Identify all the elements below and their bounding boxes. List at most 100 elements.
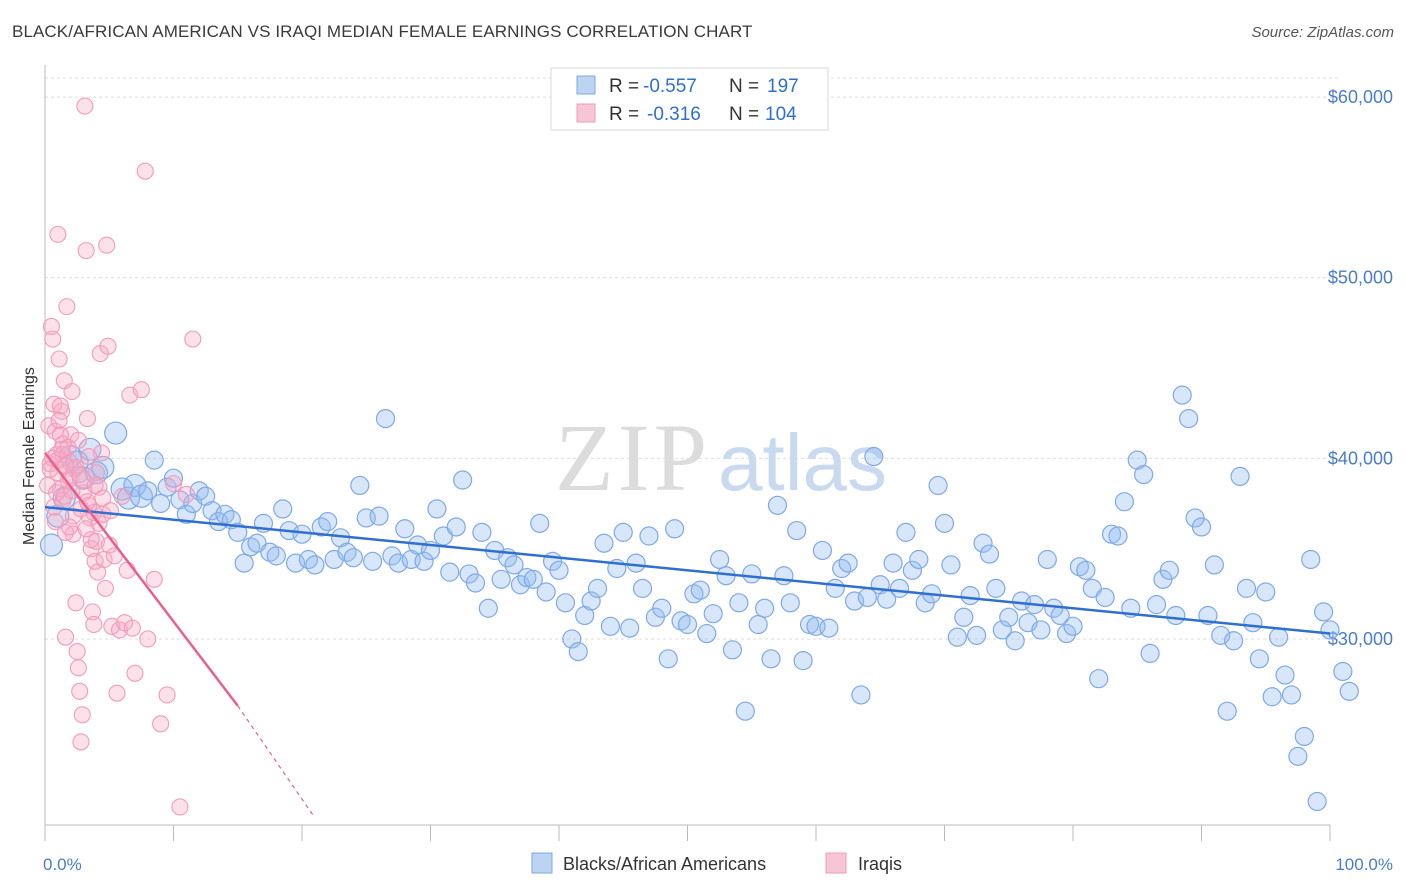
- point-pink-23: [67, 594, 85, 612]
- point-blue-105: [722, 640, 743, 660]
- point-blue-54: [395, 519, 415, 539]
- point-blue-99: [684, 584, 704, 604]
- point-blue-196: [1307, 791, 1327, 812]
- point-blue-130: [883, 553, 903, 573]
- point-pink-25: [69, 659, 87, 677]
- point-pink-24: [68, 643, 86, 661]
- point-blue-157: [1056, 623, 1077, 644]
- point-pink-104: [60, 518, 78, 536]
- point-blue-98: [677, 614, 698, 635]
- point-blue-103: [710, 549, 730, 570]
- point-pink-99: [86, 476, 104, 494]
- point-blue-184: [1230, 466, 1250, 486]
- point-pink-67: [171, 798, 189, 816]
- point-blue-12: [123, 473, 147, 498]
- point-pink-36: [83, 603, 102, 621]
- y-axis-label: Median Female Earnings: [21, 367, 38, 545]
- point-blue-30: [241, 537, 261, 557]
- point-pink-52: [108, 684, 126, 702]
- point-blue-127: [864, 446, 884, 467]
- point-pink-47: [98, 236, 116, 254]
- watermark: ZIP atlas: [555, 404, 887, 511]
- point-blue-65: [465, 573, 486, 593]
- point-pink-63: [145, 570, 163, 588]
- point-pink-32: [78, 410, 96, 428]
- point-pink-0: [39, 476, 57, 494]
- point-blue-140: [947, 627, 967, 647]
- point-pink-97: [71, 466, 89, 484]
- point-pink-43: [92, 444, 111, 462]
- point-blue-193: [1288, 746, 1308, 766]
- point-blue-142: [960, 586, 980, 606]
- point-blue-199: [1333, 661, 1353, 682]
- point-blue-9: [104, 421, 128, 445]
- bottom-legend-swatch-pink: [825, 852, 847, 874]
- point-blue-47: [350, 475, 370, 496]
- point-blue-67: [478, 598, 498, 618]
- point-pink-3: [42, 317, 60, 336]
- point-blue-35: [273, 499, 293, 519]
- point-blue-185: [1236, 578, 1257, 598]
- point-pink-89: [54, 446, 72, 464]
- point-blue-162: [1089, 669, 1109, 689]
- point-blue-143: [967, 625, 987, 645]
- y-tick-label-3: $60,000: [1328, 87, 1393, 107]
- point-blue-107: [735, 701, 755, 721]
- point-blue-154: [1037, 549, 1057, 570]
- point-blue-11: [116, 486, 141, 510]
- stats-r-value-blue: -0.557: [643, 76, 697, 97]
- point-blue-188: [1256, 582, 1276, 602]
- point-blue-198: [1320, 620, 1340, 640]
- point-pink-64: [152, 715, 170, 733]
- point-blue-158: [1063, 616, 1083, 636]
- chart-title: BLACK/AFRICAN AMERICAN VS IRAQI MEDIAN F…: [12, 22, 753, 41]
- point-blue-169: [1134, 464, 1154, 485]
- point-blue-171: [1146, 595, 1167, 615]
- point-blue-165: [1108, 526, 1128, 546]
- point-blue-59: [427, 499, 447, 519]
- point-pink-60: [132, 381, 150, 399]
- point-blue-75: [530, 513, 550, 533]
- point-pink-77: [69, 431, 87, 449]
- point-blue-20: [176, 504, 196, 524]
- point-pink-91: [44, 449, 62, 467]
- point-blue-192: [1281, 685, 1302, 705]
- point-pink-68: [177, 485, 195, 504]
- point-blue-16: [151, 493, 171, 514]
- point-blue-125: [851, 685, 871, 705]
- point-pink-80: [77, 520, 95, 538]
- point-pink-26: [71, 682, 89, 700]
- point-blue-79: [555, 593, 576, 613]
- stats-r-value-pink: -0.316: [647, 104, 701, 125]
- point-blue-146: [986, 578, 1006, 598]
- point-blue-96: [665, 519, 685, 539]
- y-tick-label-1: $40,000: [1328, 448, 1393, 468]
- point-blue-116: [793, 651, 813, 671]
- point-blue-90: [626, 553, 646, 573]
- point-pink-31: [77, 242, 95, 260]
- point-pink-61: [136, 162, 154, 180]
- point-blue-186: [1243, 613, 1263, 633]
- point-pink-81: [80, 447, 98, 466]
- x-tick-label-1: 100.0%: [1335, 855, 1393, 874]
- point-blue-33: [260, 542, 280, 562]
- point-blue-101: [697, 623, 717, 644]
- point-blue-190: [1268, 627, 1289, 647]
- point-blue-148: [999, 607, 1019, 627]
- point-blue-86: [600, 616, 621, 636]
- point-blue-120: [819, 618, 839, 638]
- point-pink-66: [164, 475, 183, 493]
- point-pink-37: [85, 615, 103, 634]
- bottom-legend-label-blue: Blacks/African Americans: [563, 854, 766, 874]
- point-pink-48: [99, 337, 117, 355]
- point-blue-46: [343, 548, 363, 568]
- y-tick-label-0: $30,000: [1328, 629, 1393, 649]
- point-pink-4: [44, 330, 62, 348]
- point-blue-112: [767, 495, 788, 515]
- point-blue-114: [780, 593, 800, 613]
- x-axis-ticks: 0.0% 100.0%: [43, 855, 1393, 874]
- point-blue-62: [446, 517, 466, 537]
- gridlines: [45, 77, 1340, 640]
- point-blue-108: [742, 564, 762, 584]
- point-blue-137: [928, 475, 948, 496]
